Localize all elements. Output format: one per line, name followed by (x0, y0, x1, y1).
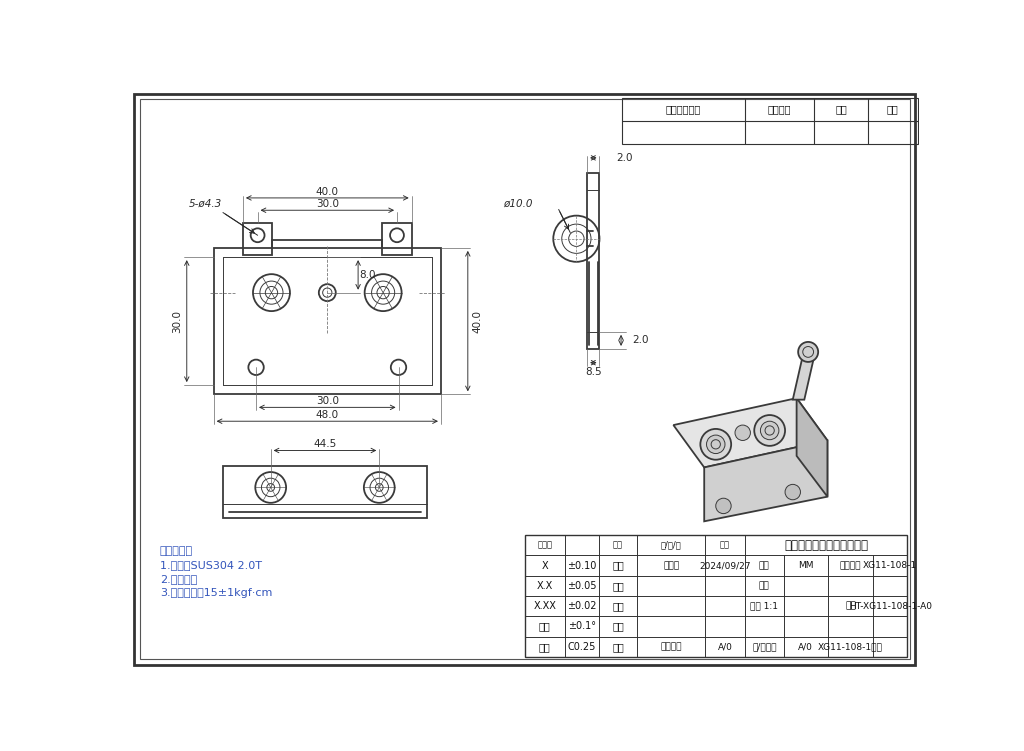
Bar (214, 248, 441, 394)
Text: 40.0: 40.0 (315, 187, 339, 197)
Text: 广东海坦电气柜锁有限公司: 广东海坦电气柜锁有限公司 (784, 538, 868, 552)
Text: 确认: 确认 (612, 601, 624, 611)
Text: A/0: A/0 (718, 642, 732, 651)
Text: 年/月/日: 年/月/日 (660, 541, 682, 550)
Text: 粗糙: 粗糙 (539, 641, 551, 652)
Text: 2024/09/27: 2024/09/27 (699, 561, 751, 570)
Polygon shape (793, 356, 814, 400)
Text: ±0.1°: ±0.1° (567, 621, 596, 632)
Text: X: X (542, 560, 548, 571)
Text: 名称: 名称 (613, 541, 623, 550)
Text: ø10.0: ø10.0 (503, 198, 532, 208)
Circle shape (755, 415, 785, 446)
Circle shape (700, 429, 731, 460)
Text: 图号: 图号 (845, 602, 856, 611)
Text: A/0: A/0 (799, 642, 813, 651)
Text: 设备名称: 设备名称 (840, 561, 861, 570)
Text: 8.5: 8.5 (585, 367, 602, 377)
Text: 姓名: 姓名 (887, 104, 899, 114)
Circle shape (707, 435, 725, 454)
Text: 确认: 确认 (612, 621, 624, 632)
Text: 制图: 制图 (612, 560, 624, 571)
Text: X.X: X.X (537, 581, 553, 591)
Text: 第三视角: 第三视角 (660, 642, 682, 651)
Text: 5-ø4.3: 5-ø4.3 (189, 198, 222, 208)
Bar (223, 466, 427, 518)
Bar (587, 173, 599, 349)
Text: 标准量: 标准量 (538, 541, 552, 550)
Text: 8.0: 8.0 (359, 270, 376, 280)
Text: 40.0: 40.0 (472, 309, 482, 333)
Text: XG11-108-1: XG11-108-1 (863, 561, 918, 570)
Circle shape (785, 484, 801, 499)
Circle shape (735, 425, 751, 441)
Text: ±0.05: ±0.05 (567, 581, 597, 591)
Text: 黄海才: 黄海才 (663, 561, 679, 570)
Bar (382, 223, 412, 255)
Text: 1.材质：SUS304 2.0T: 1.材质：SUS304 2.0T (160, 559, 262, 570)
Text: C0.25: C0.25 (567, 641, 596, 652)
Text: 30.0: 30.0 (315, 199, 339, 209)
Text: 30.0: 30.0 (172, 309, 182, 333)
Text: 粗糙: 粗糙 (612, 641, 624, 652)
Text: 变更内容记录: 变更内容记录 (666, 104, 701, 114)
Text: 48.0: 48.0 (315, 410, 339, 420)
Text: 2.0: 2.0 (632, 336, 648, 345)
Text: HT-XG11-108-1-A0: HT-XG11-108-1-A0 (849, 602, 932, 611)
Text: 张/总张数: 张/总张数 (752, 642, 776, 651)
Text: ±0.02: ±0.02 (567, 601, 597, 611)
Text: 3.扭力要求：15±1kgf·cm: 3.扭力要求：15±1kgf·cm (160, 587, 272, 598)
Bar (243, 223, 272, 255)
Text: 44.5: 44.5 (313, 439, 337, 449)
Text: 处理: 处理 (759, 581, 770, 590)
Circle shape (716, 498, 731, 514)
Text: 比例 1:1: 比例 1:1 (751, 602, 778, 611)
Text: 单位: 单位 (759, 561, 770, 570)
Text: 技术要求：: 技术要求： (160, 546, 193, 556)
Circle shape (798, 342, 818, 362)
Text: 2.0: 2.0 (616, 153, 633, 163)
Polygon shape (705, 441, 827, 521)
Text: 2.表面振光: 2.表面振光 (160, 574, 197, 584)
Text: 变更记号: 变更记号 (768, 104, 792, 114)
Bar (622, 98, 918, 144)
Text: XG11-108-1铰链: XG11-108-1铰链 (818, 642, 883, 651)
Text: MM: MM (798, 561, 814, 570)
Text: 备注: 备注 (720, 541, 730, 550)
Circle shape (761, 421, 779, 439)
Polygon shape (797, 398, 827, 496)
Text: 日期: 日期 (836, 104, 847, 114)
Text: 审核: 审核 (612, 581, 624, 591)
Polygon shape (674, 398, 827, 467)
Bar (524, 535, 907, 657)
Text: 粗糙: 粗糙 (539, 621, 551, 632)
Text: X.XX: X.XX (534, 601, 556, 611)
Text: 30.0: 30.0 (315, 397, 339, 406)
Text: ±0.10: ±0.10 (567, 560, 596, 571)
